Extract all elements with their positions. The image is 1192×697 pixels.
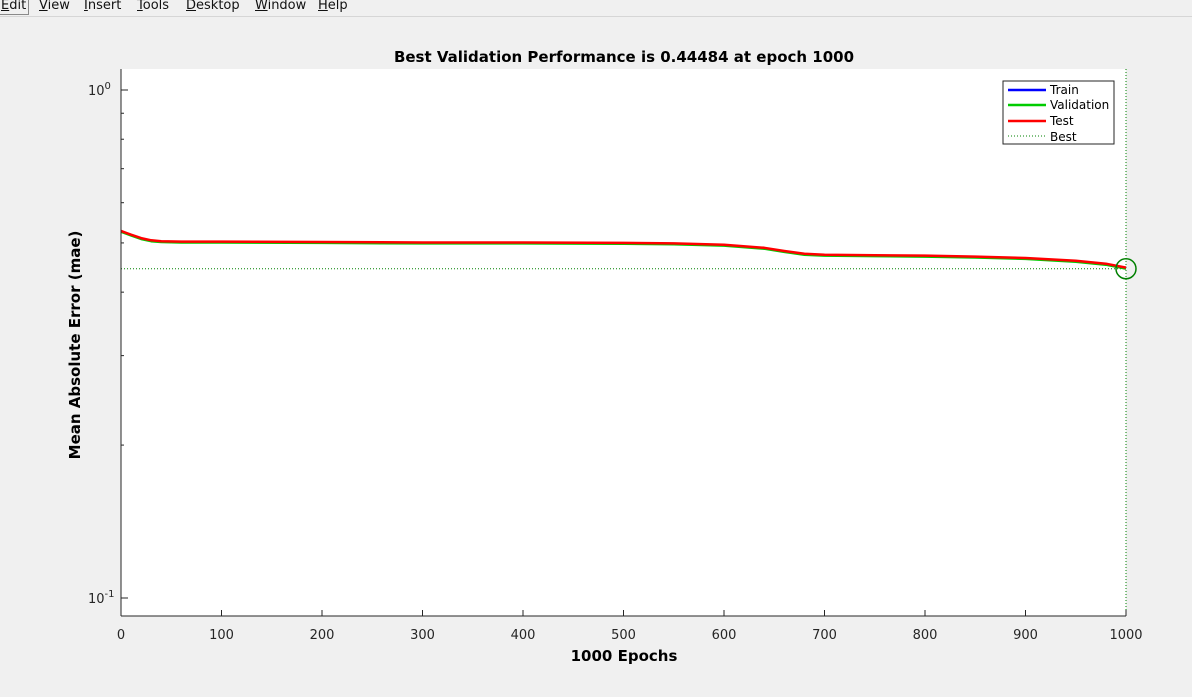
menu-view[interactable]: View bbox=[39, 0, 70, 13]
legend-label-validation: Validation bbox=[1050, 98, 1109, 112]
menu-help[interactable]: Help bbox=[318, 0, 348, 13]
best-marker bbox=[1115, 257, 1137, 280]
legend-label-train: Train bbox=[1049, 83, 1079, 97]
menu-window[interactable]: Window bbox=[255, 0, 307, 13]
x-axis-label: 1000 Epochs bbox=[571, 647, 678, 665]
menu-edit[interactable]: Edit bbox=[0, 0, 30, 15]
x-tick-label: 100 bbox=[209, 628, 234, 643]
y-tick-label: 10-1 bbox=[88, 589, 115, 607]
legend-box bbox=[1002, 80, 1115, 145]
legend[interactable]: Train Validation Test Best bbox=[1002, 80, 1115, 145]
x-tick-label: 1000 bbox=[1109, 628, 1142, 643]
x-tick-label: 700 bbox=[812, 628, 837, 643]
chart-title: Best Validation Performance is 0.44484 a… bbox=[394, 48, 854, 66]
x-tick-label: 400 bbox=[511, 628, 536, 643]
x-tick-label: 200 bbox=[310, 628, 335, 643]
x-tick-label: 900 bbox=[1013, 628, 1038, 643]
menu-tools[interactable]: Tools bbox=[137, 0, 170, 13]
series-line-test bbox=[120, 229, 1127, 269]
plot-area bbox=[121, 69, 1126, 616]
menu-bar: Edit View Insert Tools Desktop Window He… bbox=[0, 0, 1192, 17]
menu-insert[interactable]: Insert bbox=[84, 0, 122, 13]
x-tick-label: 600 bbox=[712, 628, 737, 643]
menu-desktop[interactable]: Desktop bbox=[186, 0, 240, 13]
x-tick-label: 0 bbox=[117, 628, 125, 643]
y-tick-label: 100 bbox=[88, 81, 111, 99]
legend-label-best: Best bbox=[1050, 130, 1077, 144]
x-tick-label: 500 bbox=[611, 628, 636, 643]
legend-label-test: Test bbox=[1049, 114, 1074, 128]
x-tick-label: 800 bbox=[913, 628, 938, 643]
x-tick-label: 300 bbox=[410, 628, 435, 643]
y-axis-label: Mean Absolute Error (mae) bbox=[66, 231, 84, 460]
